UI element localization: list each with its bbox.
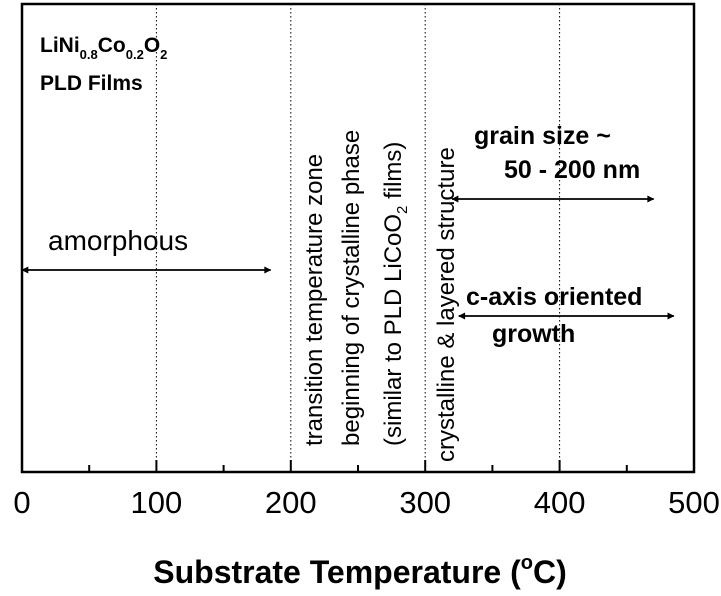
region-similar-licoo2-label: (similar to PLD LiCoO2 films) [380,142,411,446]
x-axis-label: Substrate Temperature (oC) [153,552,566,590]
x-tick-label-400: 400 [534,485,586,520]
x-axis-tick-labels: 0 100 200 300 400 500 [13,485,719,520]
grain-size-label-line2: 50 - 200 nm [504,156,640,184]
region-transition-label: transition temperature zone [301,154,328,446]
chart-title-line1: LiNi0.8Co0.2O2 [40,34,167,62]
region-amorphous-label: amorphous [48,225,188,256]
region-beginning-crystalline-label: beginning of crystalline phase [338,130,365,446]
grain-size-label-line1: grain size ~ [474,122,611,150]
x-tick-label-500: 500 [668,485,720,520]
c-axis-label-line1: c-axis oriented [466,283,642,311]
plot-frame [20,2,696,474]
chart-title-line2: PLD Films [40,72,143,95]
x-tick-label-200: 200 [265,485,317,520]
x-axis-ticks [21,460,695,472]
region-crystalline-label: crystalline & layered structure [433,147,460,462]
x-tick-label-0: 0 [13,485,30,520]
x-tick-label-100: 100 [131,485,183,520]
x-tick-label-300: 300 [399,485,451,520]
c-axis-label-line2: growth [492,320,575,348]
